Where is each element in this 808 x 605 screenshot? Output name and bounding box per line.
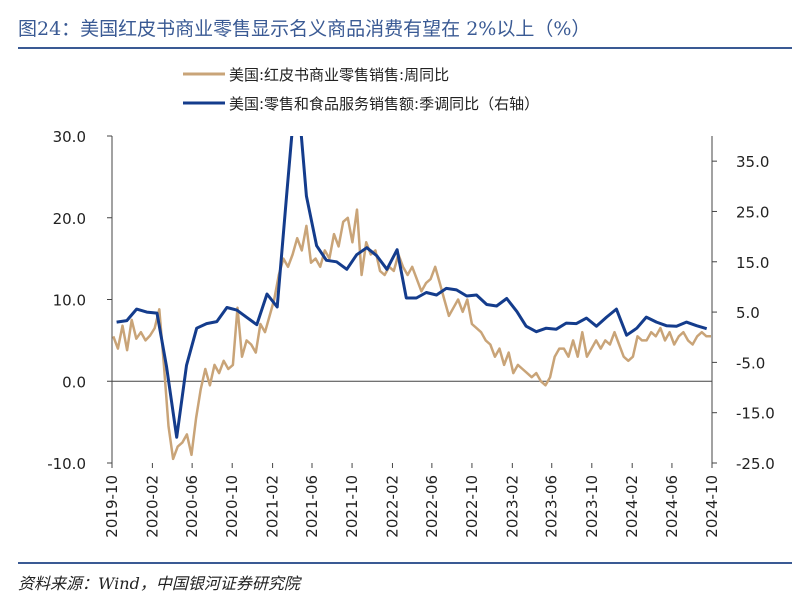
left-tick-label: 10.0 — [53, 292, 86, 310]
line-chart: 美国:红皮书商业零售销售:周同比 美国:零售和食品服务销售额:季调同比（右轴） … — [47, 66, 775, 538]
x-tick-label: 2024-06 — [663, 475, 681, 538]
legend-label-retail-sales: 美国:零售和食品服务销售额:季调同比（右轴） — [229, 95, 539, 113]
x-tick-label: 2021-06 — [303, 475, 321, 538]
left-tick-label: 30.0 — [53, 128, 86, 146]
x-tick-label: 2024-10 — [703, 475, 721, 538]
left-tick-label: -10.0 — [47, 455, 86, 473]
x-tick-label: 2021-10 — [343, 475, 361, 538]
plot-area — [112, 136, 711, 461]
source-note: 资料来源：Wind，中国银河证券研究院 — [18, 574, 300, 593]
right-tick-label: -5.0 — [736, 354, 765, 372]
right-tick-label: 25.0 — [736, 203, 769, 221]
legend: 美国:红皮书商业零售销售:周同比 美国:零售和食品服务销售额:季调同比（右轴） — [183, 66, 539, 113]
right-tick-label: 35.0 — [736, 153, 769, 171]
footer-rule — [18, 562, 792, 564]
series-line-redbook — [112, 208, 711, 461]
right-tick-label: 15.0 — [736, 254, 769, 272]
x-tick-label: 2022-10 — [463, 475, 481, 538]
right-y-axis: 35.0 25.0 15.0 5.0 -5.0 -15.0 -25.0 — [711, 136, 775, 473]
left-y-axis: 30.0 20.0 10.0 0.0 -10.0 — [47, 128, 113, 473]
x-tick-label: 2023-06 — [543, 475, 561, 538]
right-tick-label: -15.0 — [736, 405, 775, 423]
x-tick-label: 2022-06 — [423, 475, 441, 538]
x-tick-label: 2024-02 — [623, 475, 641, 538]
series-line-retail-sales — [116, 136, 708, 439]
left-tick-label: 0.0 — [62, 373, 86, 391]
right-tick-label: -25.0 — [736, 455, 775, 473]
title-rule — [18, 47, 792, 49]
x-tick-label: 2021-02 — [264, 475, 282, 538]
x-axis: 2019-10 2020-02 2020-06 2020-10 2021-02 2021-… — [103, 380, 721, 538]
right-tick-label: 5.0 — [736, 304, 760, 322]
x-tick-label: 2023-02 — [503, 475, 521, 538]
legend-label-redbook: 美国:红皮书商业零售销售:周同比 — [229, 66, 449, 84]
x-tick-label: 2023-10 — [583, 475, 601, 538]
x-tick-label: 2020-02 — [143, 475, 161, 538]
left-tick-label: 20.0 — [53, 210, 86, 228]
figure-title: 图24：美国红皮书商业零售显示名义商品消费有望在 2%以上（%） — [18, 18, 591, 40]
x-tick-label: 2019-10 — [103, 475, 121, 538]
x-tick-label: 2022-02 — [383, 475, 401, 538]
x-tick-label: 2020-10 — [223, 475, 241, 538]
x-tick-label: 2020-06 — [183, 475, 201, 538]
